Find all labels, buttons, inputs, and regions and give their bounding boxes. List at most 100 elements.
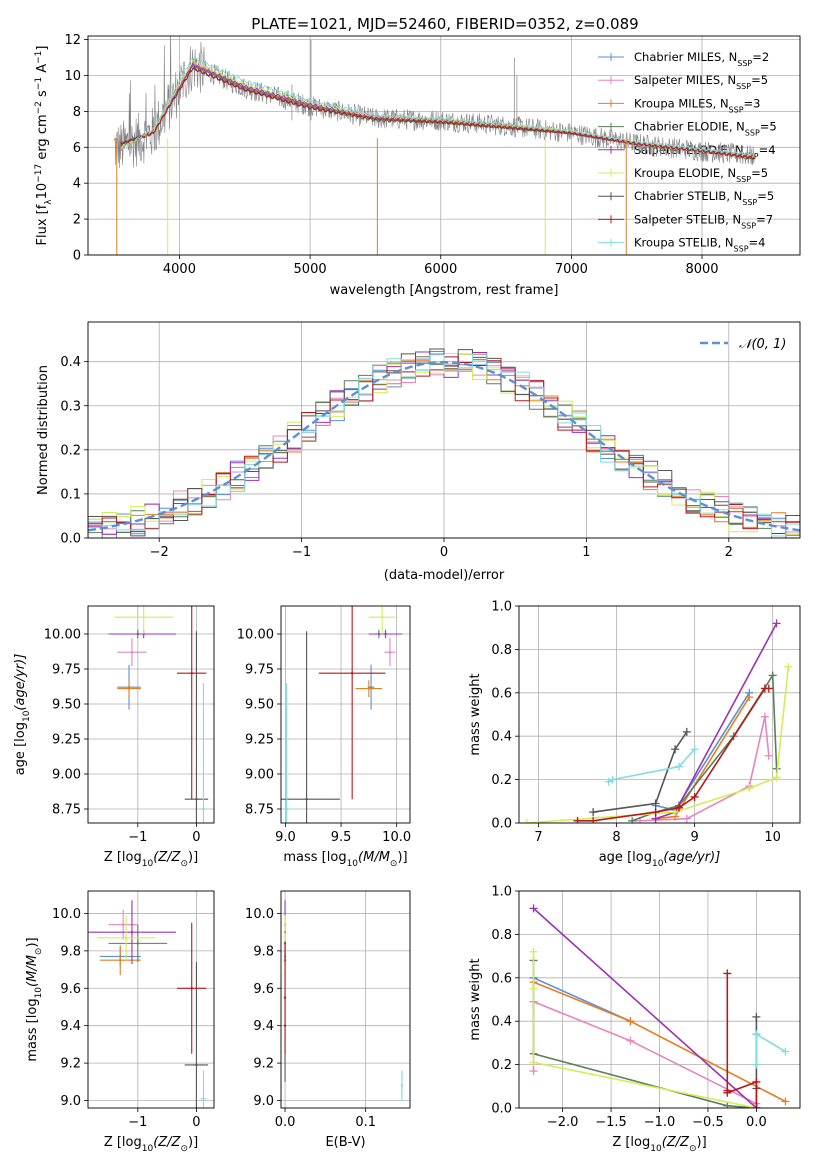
weights_vs_Z-marker [529, 1058, 538, 1067]
weights_vs_Z-ytick-label: 0.6 [491, 971, 512, 986]
residuals-xtick-label: 0 [440, 545, 448, 560]
residuals-xtick-label: −2 [150, 545, 169, 560]
age_vs_mass-xtick-label: 9.5 [331, 830, 352, 845]
mass_vs_Z-ytick-label: 9.6 [60, 982, 81, 997]
weights_vs_Z-xtick-label: −0.5 [692, 1115, 724, 1130]
weights_vs_age-ytick-label: 0.0 [491, 817, 512, 832]
weights_vs_Z-ytick-label: 0.8 [491, 928, 512, 943]
spectrum-ytick-label: 12 [64, 33, 81, 48]
age_vs_Z-point [142, 616, 145, 619]
age_vs_Z-point [127, 687, 131, 690]
weights_vs_age-marker [690, 745, 699, 754]
mass_vs_Z-ylabel: mass [log10(M/M⊙)] [25, 937, 44, 1061]
weights_vs_Z-xtick-label: −1.0 [644, 1115, 676, 1130]
weights_vs_age-ytick-label: 0.6 [491, 686, 512, 701]
mass_vs_Z-point [202, 1097, 205, 1100]
age_vs_mass-axes: 9.0 9.5 10.0 8.75 9.00 9.25 9.50 9.75 10.00 mass … [237, 606, 411, 869]
spectrum-ytick-label: 6 [73, 141, 81, 156]
age_vs_mass-xtick-label: 10.0 [382, 830, 411, 845]
age_vs_Z-ytick-label: 9.25 [52, 733, 81, 748]
residuals-ytick-label: 0.1 [60, 487, 81, 502]
spectrum-legend-label: Chabrier STELIB, NSSP=5 [634, 189, 774, 207]
mass_vs_ebv-ytick-label: 9.6 [253, 982, 274, 997]
weights_vs_age-marker [589, 816, 598, 823]
spectrum-ytick-label: 0 [73, 249, 81, 264]
mass_vs_Z-point [136, 942, 140, 945]
weights_vs_age-line [608, 748, 696, 783]
mass_vs_Z-frame [87, 890, 215, 1109]
age_vs_Z-point [202, 807, 205, 811]
age_vs_Z-plot [108, 606, 209, 823]
weights_vs_age-frame [518, 605, 801, 824]
age_vs_mass-point [369, 686, 373, 689]
weights_vs_age-xtick-label: 9 [690, 830, 698, 845]
weights_vs_age-marker [768, 671, 777, 680]
weights_vs_age-plot [522, 619, 793, 823]
mass_vs_ebv-frame [280, 890, 411, 1109]
residuals-plot [88, 348, 800, 538]
age_vs_mass-ytick-label: 9.00 [245, 768, 274, 783]
weights_vs_age-marker [608, 775, 617, 784]
spectrum-xlabel: wavelength [Angstrom, rest frame] [330, 283, 559, 298]
weights_vs_Z-line [726, 973, 758, 1108]
mass_vs_ebv-plot [283, 900, 404, 1101]
weights_vs_age-xtick-label: 7 [534, 830, 542, 845]
residuals-ytick-label: 0.4 [60, 355, 81, 370]
age_vs_mass-point [380, 616, 384, 619]
mass_vs_Z-ytick-label: 10.0 [52, 907, 81, 922]
mass_vs_ebv-xtick-label: 0.1 [355, 1115, 376, 1130]
spectrum-axes: 4000 5000 6000 7000 8000 0 2 4 6 8 10 12 wavelength … [34, 33, 800, 298]
mass_vs_ebv-point [283, 996, 287, 999]
weights_vs_Z-line [532, 907, 757, 1108]
age_vs_mass-point [285, 807, 288, 811]
age_vs_Z-xlabel: Z [log10(Z/Z⊙)] [104, 850, 198, 869]
weights_vs_Z-line [532, 1000, 757, 1105]
spectrum-xtick-label: 4000 [163, 262, 196, 277]
age_vs_mass-ytick-label: 9.50 [245, 698, 274, 713]
weights_vs_Z-axes: −2.0 −1.5 −1.0 −0.5 0.0 0.0 0.2 0.4 0.6 0.8 1.0 mas… [468, 885, 800, 1154]
spectrum-model-line [120, 56, 755, 157]
weights_vs_age-marker [522, 819, 531, 823]
residuals-ytick-label: 0.2 [60, 443, 81, 458]
weights_vs_Z-marker [752, 1030, 761, 1039]
age_vs_mass-xtick-label: 9.0 [275, 830, 296, 845]
weights_vs_age-ytick-label: 0.4 [491, 730, 512, 745]
spectrum-legend-label: Chabrier MILES, NSSP=2 [634, 50, 769, 68]
residuals-xtick-label: −1 [292, 545, 311, 560]
weights_vs_age-marker [760, 712, 769, 721]
weights_vs_Z-xtick-label: 0.0 [746, 1115, 767, 1130]
weights_vs_age-marker [628, 816, 637, 823]
weights_vs_Z-ytick-label: 0.0 [491, 1102, 512, 1117]
weights_vs_Z-marker [781, 1097, 790, 1106]
weights_vs_age-marker [690, 792, 699, 801]
mass_vs_ebv-ytick-label: 10.0 [245, 907, 274, 922]
gaussian-legend-label: 𝒩(0, 1) [739, 337, 786, 352]
weights_vs_age-axes: 7 8 9 10 0.0 0.2 0.4 0.6 0.8 1.0 mass weight age [l… [468, 600, 800, 869]
age_vs_mass-frame [280, 605, 411, 824]
residuals-xtick-label: 1 [582, 545, 590, 560]
age_vs_mass-point [388, 651, 392, 654]
gaussian-curve [88, 360, 800, 532]
age_vs_mass-ytick-label: 9.25 [245, 733, 274, 748]
weights_vs_Z-ytick-label: 0.2 [491, 1058, 512, 1073]
mass_vs_ebv-axes: 0.0 0.1 9.0 9.2 9.4 9.6 9.8 10.0 E(B-V) [245, 891, 410, 1150]
weights_vs_age-marker [651, 799, 660, 808]
mass_vs_Z-xtick-label: 0 [192, 1115, 200, 1130]
weights_vs_Z-frame [518, 890, 801, 1109]
weights_vs_Z-line [532, 951, 757, 1108]
weights_vs_Z-marker [626, 1036, 635, 1045]
weights_vs_age-marker [772, 619, 781, 628]
weights_vs_age-marker [675, 762, 684, 771]
weights_vs_Z-marker [723, 1101, 732, 1108]
age_vs_mass-xlabel: mass [log10(M/M⊙)] [283, 850, 407, 869]
weights_vs_age-marker [675, 803, 684, 812]
weights_vs_Z-marker [723, 969, 732, 978]
spectrum-legend-label: Kroupa ELODIE, NSSP=5 [634, 166, 768, 184]
weights_vs_age-line [631, 672, 778, 822]
weights_vs_age-marker [764, 684, 773, 693]
spectrum-ytick-label: 2 [73, 213, 81, 228]
weights_vs_age-marker [671, 808, 680, 817]
age_vs_Z-point [195, 798, 198, 801]
age_vs_Z-xtick-label: −1 [128, 830, 147, 845]
